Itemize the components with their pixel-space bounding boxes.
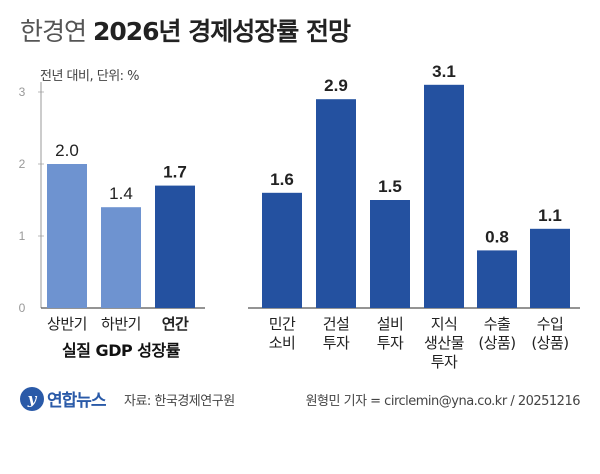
x-category-label: 건설 [323,315,350,333]
x-category-label: (상품) [531,334,568,352]
bar-value-label: 1.4 [109,184,133,203]
y-tick-label: 1 [19,229,26,243]
x-category-label: 투자 [431,353,458,371]
bar-value-label: 1.5 [378,177,402,196]
logo-mark-icon: y [20,386,44,411]
chart-title: 한경연 2026년 경제성장률 전망 [20,12,351,48]
bar-value-label: 2.9 [324,76,348,95]
bar [262,192,302,308]
credit-text: 원형민 기자 = circlemin@yna.co.kr / 20251216 [305,394,581,409]
source-text: 자료: 한국경제연구원 [124,394,235,409]
y-tick-label: 3 [19,85,26,99]
x-category-label: 투자 [323,334,350,352]
title-source: 한경연 [20,17,87,46]
x-category-label: 수입 [537,315,564,333]
bar [424,84,464,308]
bar-value-label: 1.7 [163,163,187,182]
x-category-label: 상반기 [47,315,87,333]
x-category-label: 지식 [431,315,458,333]
y-tick-label: 2 [19,157,26,171]
logo-text: 연합뉴스 [47,391,107,411]
bar-value-label: 1.6 [270,170,294,189]
group-label: 실질 GDP 성장률 [62,341,181,360]
x-category-label: 수출 [484,315,511,333]
x-category-label: 설비 [377,315,404,333]
y-tick-label: 0 [19,301,26,315]
bar-value-label: 0.8 [485,227,509,246]
logo: y 연합뉴스 [20,386,107,411]
bar [477,250,517,308]
x-category-label: 연간 [162,315,189,333]
bar [155,185,195,308]
bar [530,228,570,308]
bar [370,200,410,308]
x-category-label: 하반기 [101,315,141,333]
footer: y 연합뉴스 자료: 한국경제연구원 원형민 기자 = circlemin@yn… [0,380,600,420]
x-category-label: (상품) [478,334,515,352]
bar [101,207,141,308]
x-category-label: 소비 [269,334,296,352]
title-main: 2026년 경제성장률 전망 [92,17,351,46]
x-category-label: 생산물 [424,334,464,352]
x-category-label: 민간 [269,315,296,333]
x-category-label: 투자 [377,334,404,352]
unit-label: 전년 대비, 단위: % [40,69,140,84]
bar [47,164,87,308]
bar [316,99,356,308]
bar-value-label: 1.1 [538,206,562,225]
bar-value-label: 3.1 [432,62,456,81]
bar-value-label: 2.0 [55,141,79,160]
